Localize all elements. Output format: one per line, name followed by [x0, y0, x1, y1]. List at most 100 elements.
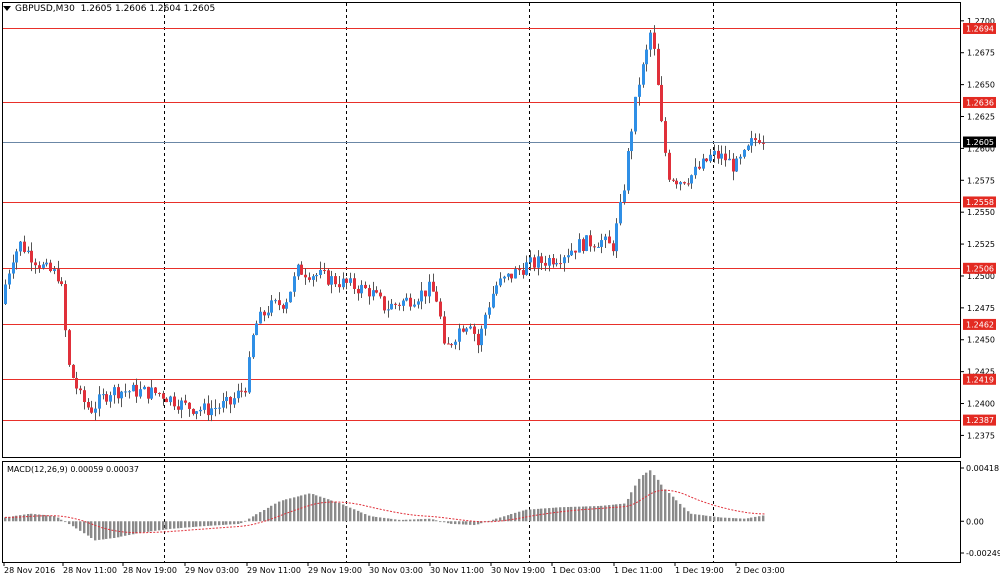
bear-candle [450, 344, 453, 346]
bull-candle [488, 307, 491, 315]
macd-histogram-bar [233, 521, 236, 525]
time-tick-label: 30 Nov 03:00 [369, 566, 423, 575]
macd-histogram-bar [192, 521, 195, 528]
macd-histogram-bar [180, 521, 183, 528]
bull-candle [638, 84, 641, 97]
macd-histogram-bar [604, 505, 607, 522]
macd-histogram-bar [409, 519, 412, 522]
bull-candle [27, 250, 30, 252]
bear-candle [240, 390, 243, 392]
macd-histogram-bar [330, 500, 333, 522]
macd-histogram-bar [308, 493, 311, 522]
macd-histogram-bar [525, 509, 528, 522]
macd-histogram-bar [390, 518, 393, 522]
bear-candle [593, 246, 596, 248]
bull-candle [387, 309, 390, 311]
bear-candle [439, 301, 442, 317]
bear-candle [135, 384, 138, 397]
bull-candle [567, 255, 570, 258]
bull-candle [570, 250, 573, 256]
bull-candle [402, 300, 405, 306]
bear-candle [368, 288, 371, 297]
macd-histogram-bar [627, 498, 630, 522]
bear-candle [34, 262, 37, 266]
bear-candle [345, 278, 348, 283]
macd-histogram-bar [53, 516, 56, 522]
macd-histogram-bar [608, 505, 611, 522]
price-candles [4, 25, 765, 422]
macd-histogram-bar [394, 519, 397, 522]
macd-histogram-bar [274, 503, 277, 522]
bear-candle [263, 311, 266, 316]
macd-histogram-bar [454, 521, 457, 525]
bear-candle [660, 84, 663, 122]
macd-histogram-bar [709, 516, 712, 522]
level-price-tag [963, 22, 996, 34]
macd-histogram-bar [432, 519, 435, 522]
macd-histogram-bar [368, 515, 371, 522]
level-price-tag-text: 1.2387 [966, 416, 994, 425]
bull-candle [12, 262, 15, 274]
macd-histogram-bar [207, 521, 210, 526]
bull-candle [604, 236, 607, 241]
macd-histogram-bar [724, 517, 727, 522]
macd-histogram-bar [672, 496, 675, 522]
bull-candle [120, 391, 123, 399]
macd-histogram-bar [439, 521, 442, 523]
macd-name: MACD(12,26,9) [7, 465, 68, 474]
bull-candle [360, 284, 363, 294]
time-tick-label: 29 Nov 19:00 [308, 566, 362, 575]
macd-histogram-bar [675, 500, 678, 522]
macd-histogram-bar [79, 521, 82, 531]
dropdown-triangle-icon[interactable] [3, 6, 11, 11]
macd-tick-label: 0.00 [966, 517, 984, 526]
bear-candle [383, 296, 386, 311]
macd-histogram-bar [683, 507, 686, 522]
macd-histogram-bar [750, 517, 753, 522]
bull-candle [199, 409, 202, 412]
macd-histogram-bar [304, 494, 307, 522]
bear-candle [675, 180, 678, 185]
bear-candle [510, 273, 513, 279]
macd-histogram-bar [248, 518, 251, 522]
macd-histogram-bar [559, 507, 562, 522]
bull-candle [413, 304, 416, 307]
bear-candle [758, 140, 761, 143]
current-price-tag [963, 136, 996, 148]
bull-candle [728, 158, 731, 161]
bull-candle [330, 276, 333, 285]
bear-candle [435, 291, 438, 302]
macd-histogram-bar [529, 509, 532, 522]
bull-candle [342, 278, 345, 288]
macd-histogram-bar [462, 521, 465, 525]
bear-candle [75, 377, 78, 389]
macd-histogram-bar [379, 517, 382, 522]
bull-candle [349, 278, 352, 283]
macd-histogram-bar [664, 489, 667, 522]
bull-candle [297, 264, 300, 277]
macd-histogram-bar [139, 521, 142, 533]
macd-histogram-bar [38, 514, 41, 522]
macd-histogram-bar [143, 521, 146, 533]
macd-histogram-bar [589, 506, 592, 522]
bull-candle [484, 314, 487, 329]
macd-histogram-bar [690, 513, 693, 522]
macd-histogram-bar [282, 500, 285, 522]
bull-candle [597, 246, 600, 248]
bear-candle [165, 398, 168, 403]
level-price-tag [963, 373, 996, 385]
bear-candle [379, 292, 382, 297]
bear-candle [334, 276, 337, 285]
bull-candle [222, 401, 225, 408]
bear-candle [72, 364, 75, 378]
level-price-tag-text: 1.2694 [966, 24, 994, 33]
macd-histogram-bar [360, 512, 363, 522]
bear-candle [754, 138, 757, 141]
macd-histogram-bar [660, 484, 663, 522]
macd-histogram-bar [177, 521, 180, 529]
macd-histogram-bar [758, 516, 761, 522]
bear-candle [23, 241, 26, 252]
bull-candle [210, 408, 213, 416]
bear-candle [162, 393, 165, 399]
